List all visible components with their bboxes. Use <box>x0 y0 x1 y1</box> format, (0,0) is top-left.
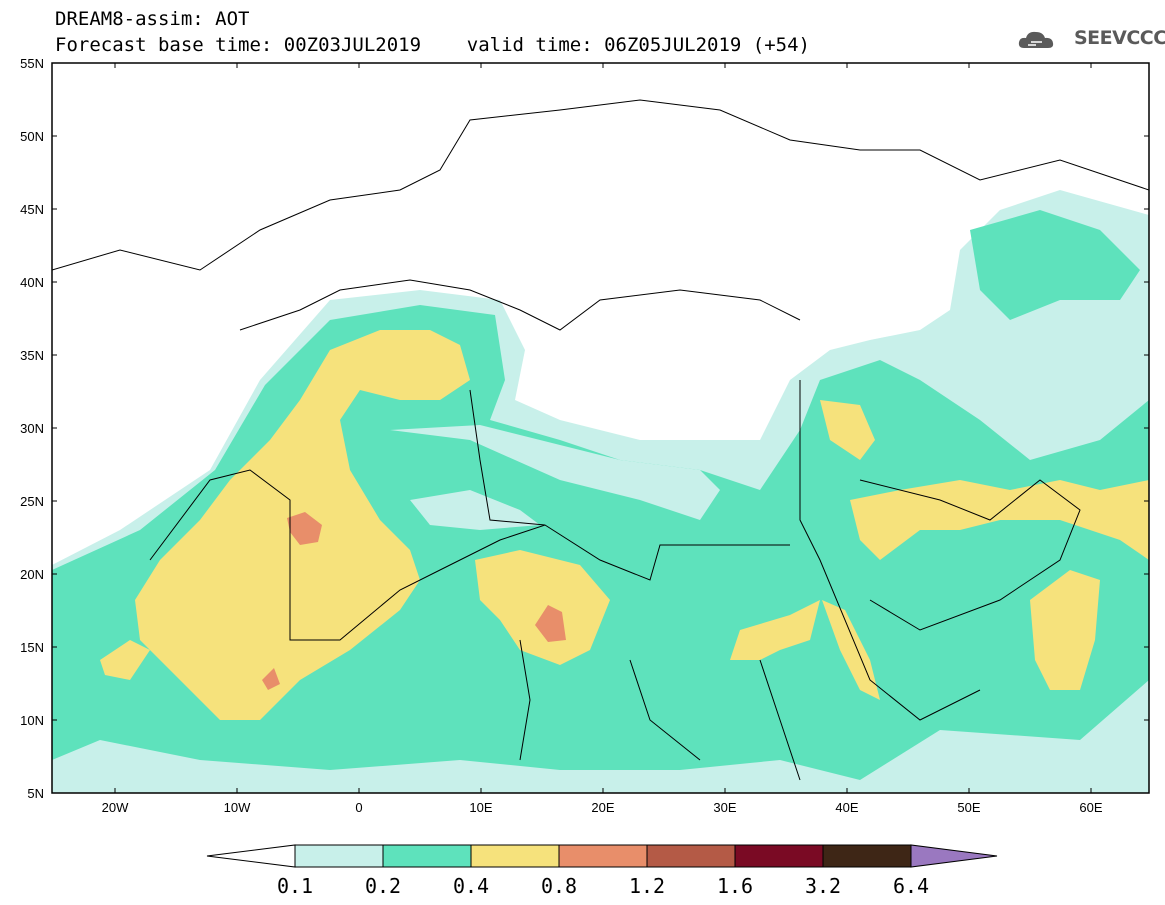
aot-field <box>52 190 1149 793</box>
colorbar: 0.1 0.2 0.4 0.8 1.2 1.6 3.2 6.4 <box>206 844 998 898</box>
lat-label: 25N <box>20 494 44 509</box>
colorbar-arrow-left <box>206 844 296 868</box>
colorbar-segment <box>822 844 912 868</box>
lat-label: 30N <box>20 421 44 436</box>
lat-label: 40N <box>20 275 44 290</box>
lat-label: 20N <box>20 567 44 582</box>
colorbar-segment <box>470 844 560 868</box>
colorbar-segment <box>646 844 736 868</box>
colorbar-segment <box>558 844 648 868</box>
lon-label: 0 <box>355 800 362 815</box>
colorbar-arrow-right <box>910 844 998 868</box>
lon-label: 10E <box>469 800 492 815</box>
lat-label: 50N <box>20 129 44 144</box>
lon-label: 30E <box>713 800 736 815</box>
colorbar-segment <box>382 844 472 868</box>
lat-label: 35N <box>20 348 44 363</box>
lat-label: 5N <box>27 786 44 801</box>
chart-title: DREAM8-assim: AOT <box>55 8 250 30</box>
colorbar-label: 0.2 <box>365 874 401 898</box>
lat-label: 55N <box>20 56 44 71</box>
colorbar-label: 0.4 <box>453 874 489 898</box>
lon-label: 10W <box>224 800 251 815</box>
lon-label: 40E <box>835 800 858 815</box>
colorbar-label: 0.8 <box>541 874 577 898</box>
lat-label: 10N <box>20 713 44 728</box>
lat-label: 15N <box>20 640 44 655</box>
chart-subtitle: Forecast base time: 00Z03JUL2019 valid t… <box>55 34 810 56</box>
lon-label: 50E <box>957 800 980 815</box>
colorbar-segment <box>734 844 824 868</box>
colorbar-label: 1.6 <box>717 874 753 898</box>
colorbar-label: 0.1 <box>277 874 313 898</box>
colorbar-label: 1.2 <box>629 874 665 898</box>
country-borders <box>52 99 1149 781</box>
lon-label: 20W <box>102 800 129 815</box>
lon-label: 20E <box>591 800 614 815</box>
colorbar-label: 6.4 <box>893 874 929 898</box>
colorbar-label: 3.2 <box>805 874 841 898</box>
lat-label: 45N <box>20 202 44 217</box>
lon-label: 60E <box>1079 800 1102 815</box>
colorbar-segment <box>294 844 384 868</box>
map-axes: 55N 50N 45N 40N 35N 30N 25N 20N 15N 10N 5N 20W 10W 0 1… <box>20 56 1149 815</box>
cloud-icon <box>1018 31 1054 48</box>
logo-text: SEEVCCC <box>1074 27 1165 49</box>
